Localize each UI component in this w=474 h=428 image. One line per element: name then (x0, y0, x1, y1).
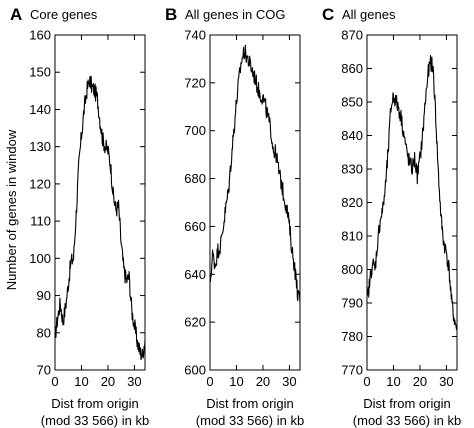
x-axis-label: Dist from origin (363, 396, 450, 411)
panel-letter: A (10, 5, 22, 24)
y-tick-label: 680 (184, 171, 206, 186)
x-axis-label: Dist from origin (206, 396, 293, 411)
plot-frame (366, 34, 458, 371)
y-tick-label: 90 (37, 288, 51, 303)
x-tick-label: 30 (282, 374, 296, 389)
y-axis-label: Number of genes in window (4, 129, 19, 290)
y-tick-label: 780 (341, 329, 363, 344)
y-tick-label: 110 (30, 214, 51, 229)
y-tick-label: 770 (341, 363, 363, 378)
x-tick-label: 30 (127, 374, 141, 389)
x-tick-label: 0 (206, 374, 213, 389)
panel-letter: B (165, 5, 177, 24)
x-tick-label: 30 (439, 374, 453, 389)
panel-c: C All genes 770 780 790 800 810 820 830 840 850 860… (322, 5, 461, 428)
x-tick-label: 10 (386, 374, 400, 389)
y-tick-label: 860 (341, 61, 363, 76)
plot-frame (54, 34, 146, 371)
x-tick-label: 20 (256, 374, 270, 389)
x-tick-label: 20 (101, 374, 115, 389)
panel-letter: C (322, 5, 334, 24)
series-line (366, 54, 458, 331)
y-tick-label: 870 (341, 28, 363, 43)
y-tick-label: 840 (341, 128, 363, 143)
x-axis-label-unit: (mod 33 566) in kb (196, 413, 304, 428)
plot-frame (209, 34, 301, 371)
y-tick-label: 600 (184, 363, 206, 378)
y-tick-label: 850 (341, 95, 363, 110)
x-tick-label: 10 (74, 374, 88, 389)
x-tick-label: 0 (363, 374, 370, 389)
y-tick-label: 830 (341, 162, 363, 177)
panel-b: B All genes in COG 600 620 640 660 680 700 720 74… (165, 5, 304, 428)
y-tick-label: 160 (29, 28, 51, 43)
panel-title: All genes (342, 7, 396, 22)
x-tick-label: 20 (413, 374, 427, 389)
panel-title: Core genes (30, 7, 98, 22)
x-tick-label: 10 (229, 374, 243, 389)
y-tick-label: 820 (341, 195, 363, 210)
panel-title: All genes in COG (185, 7, 285, 22)
y-tick-label: 640 (184, 267, 206, 282)
y-tick-label: 70 (37, 363, 51, 378)
y-tick-label: 80 (37, 325, 51, 340)
x-axis-label-unit: (mod 33 566) in kb (353, 413, 461, 428)
y-tick-label: 140 (29, 102, 51, 117)
y-axis-label-group: Number of genes in window (4, 129, 19, 290)
y-tick-label: 720 (184, 75, 206, 90)
y-tick-label: 810 (341, 229, 363, 244)
x-axis-label-unit: (mod 33 566) in kb (41, 413, 149, 428)
y-tick-label: 800 (341, 262, 363, 277)
y-tick-label: 100 (29, 251, 51, 266)
series-line (209, 44, 301, 304)
y-tick-label: 790 (341, 296, 363, 311)
x-tick-label: 0 (51, 374, 58, 389)
y-tick-label: 120 (29, 176, 51, 191)
y-tick-label: 740 (184, 28, 206, 43)
y-tick-label: 130 (29, 139, 51, 154)
x-axis-label: Dist from origin (51, 396, 138, 411)
series-line (54, 75, 146, 361)
y-tick-label: 660 (184, 219, 206, 234)
y-tick-label: 620 (184, 315, 206, 330)
panel-a: A Core genes 70 80 90 100 110 120 130 140 150 160 0 1… (10, 5, 149, 428)
y-tick-label: 150 (29, 65, 51, 80)
y-tick-label: 700 (184, 123, 206, 138)
